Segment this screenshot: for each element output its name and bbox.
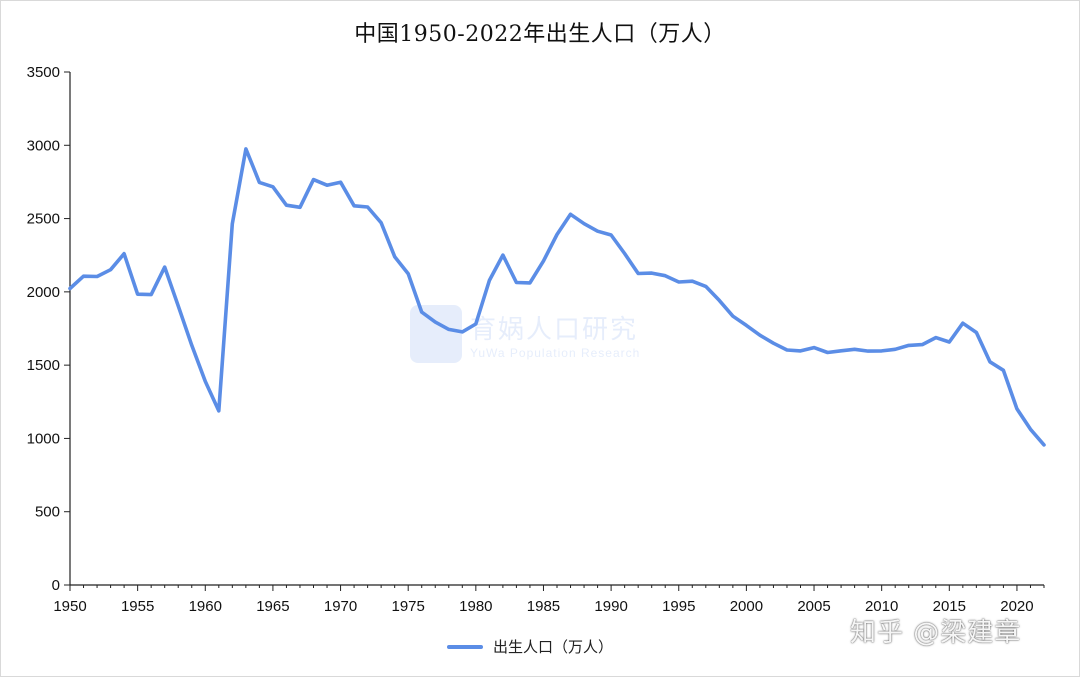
y-tick-label: 0 [52,577,60,594]
x-tick-label: 2020 [1000,598,1033,615]
legend-label: 出生人口（万人） [493,638,614,656]
x-tick-label: 1970 [324,598,357,615]
x-tick-label: 2010 [865,598,898,615]
x-tick-label: 1975 [392,598,425,615]
background-logo-watermark: 育娲人口研究 YuWa Population Research [410,305,640,363]
legend-swatch [447,644,483,649]
chart-title: 中国1950-2022年出生人口（万人） [354,22,726,47]
x-tick-label: 1995 [662,598,695,615]
yuwa-logo-icon [410,305,462,363]
y-tick-label: 3000 [27,137,60,154]
series-line [68,147,1046,447]
chart-legend: 出生人口（万人） [447,636,613,657]
y-tick-label: 1000 [27,430,60,447]
x-tick-label: 1990 [594,598,627,615]
x-tick-label: 1980 [459,598,492,615]
x-tick-label: 2005 [797,598,830,615]
x-tick-label: 1985 [527,598,560,615]
x-tick-label: 1960 [189,598,222,615]
x-tick-label: 1955 [121,598,154,615]
y-tick-label: 500 [35,504,60,521]
x-tick-label: 2015 [933,598,966,615]
y-tick-label: 3500 [27,64,60,81]
x-tick-label: 2000 [730,598,763,615]
zhihu-watermark: 知乎 @梁建章 [850,618,1022,648]
background-logo-cn: 育娲人口研究 [470,314,639,345]
y-tick-label: 1500 [27,357,60,374]
x-tick-label: 1950 [53,598,86,615]
x-tick-label: 1965 [256,598,289,615]
y-tick-label: 2000 [27,284,60,301]
background-logo-en: YuWa Population Research [470,345,641,360]
y-tick-label: 2500 [27,211,60,228]
